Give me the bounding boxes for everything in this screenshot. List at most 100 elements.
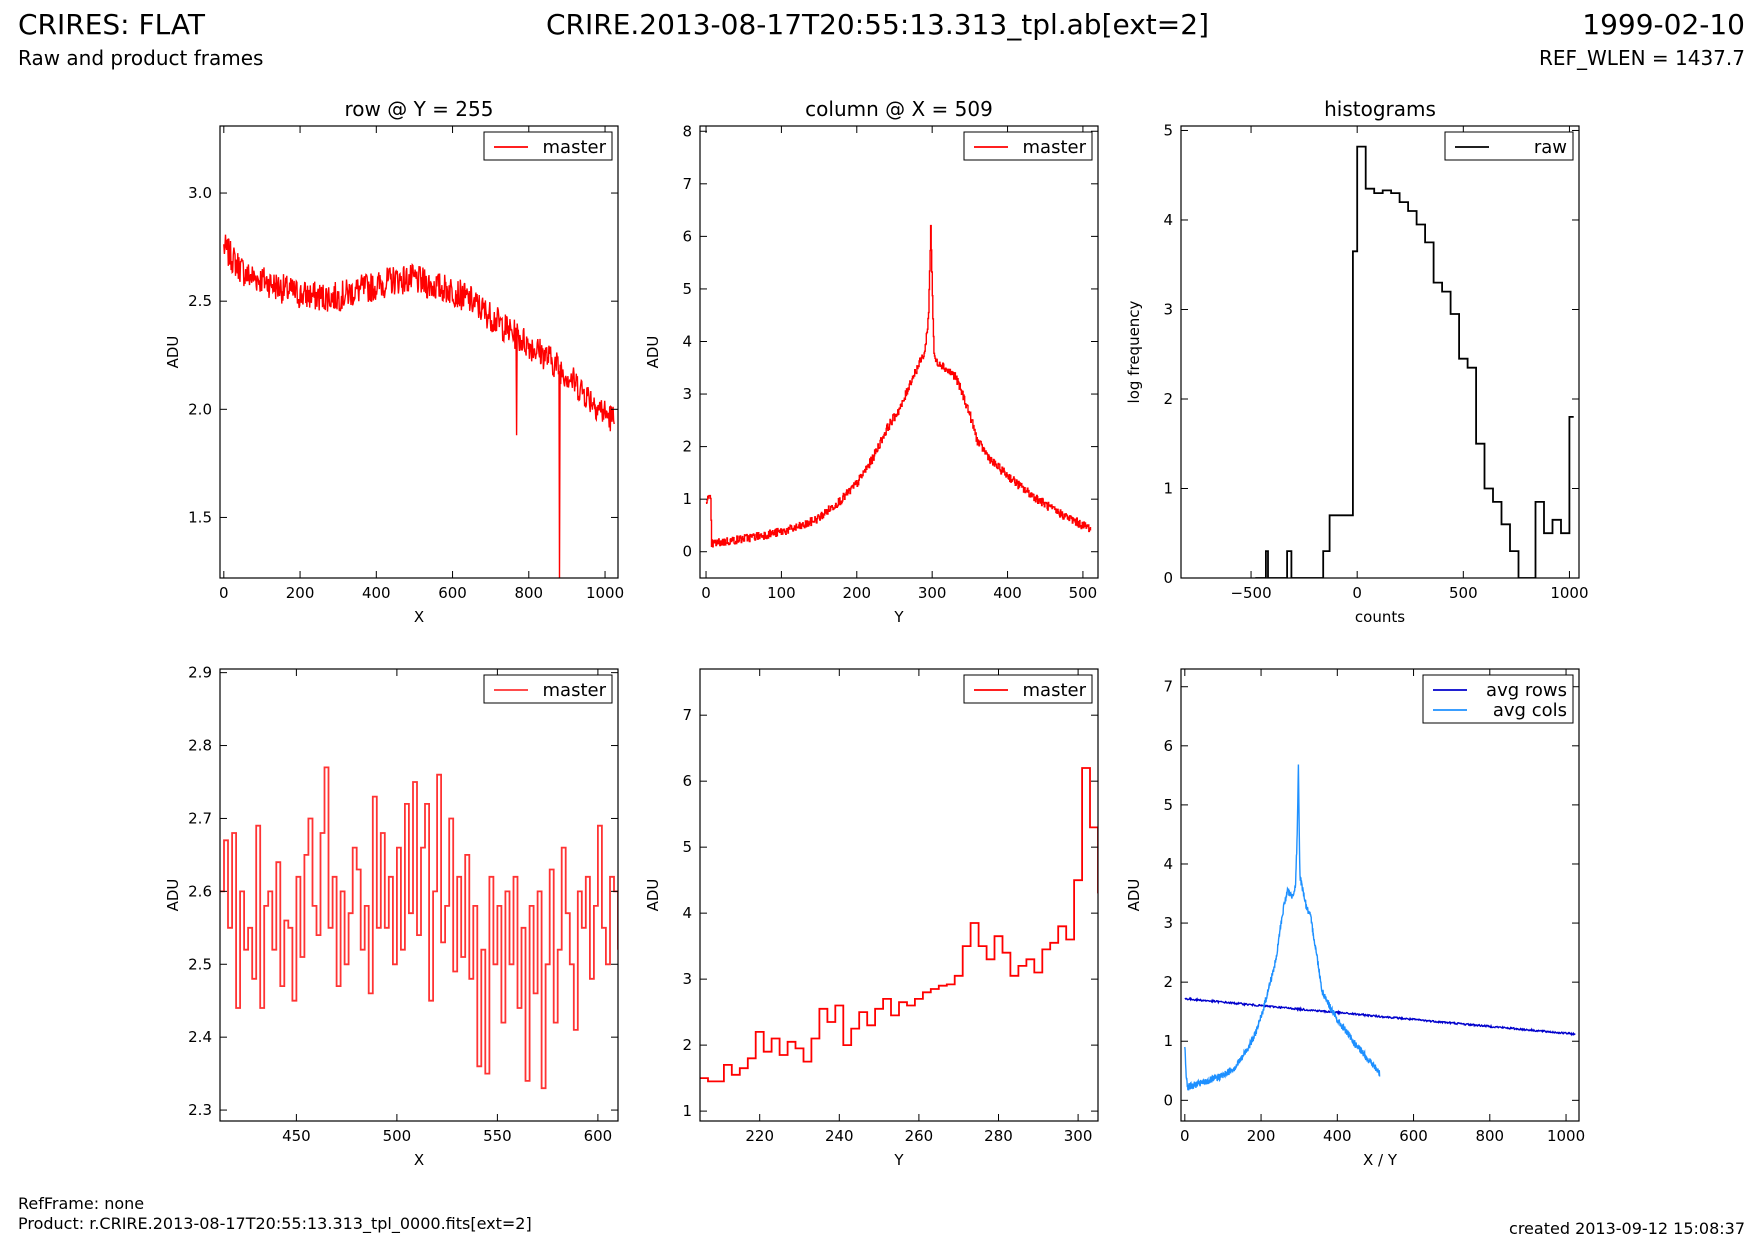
- plot-frame: [219, 125, 619, 579]
- y-tick-label: 6: [1163, 737, 1173, 755]
- legend: master: [963, 131, 1093, 161]
- y-tick-label: 3.0: [188, 184, 212, 202]
- y-axis-label: ADU: [644, 879, 662, 912]
- x-tick-label: 800: [514, 584, 543, 602]
- y-tick-label: 5: [1163, 121, 1173, 139]
- x-axis-label: Y: [893, 608, 904, 626]
- x-tick-label: 500: [1449, 584, 1478, 602]
- file-title: CRIRE.2013-08-17T20:55:13.313_tpl.ab[ext…: [545, 8, 1209, 41]
- y-tick-label: 2.6: [188, 882, 212, 900]
- y-tick-label: 5: [682, 280, 692, 298]
- y-tick-label: 1: [1163, 1032, 1173, 1050]
- chart-panel-6: 0 200 400 600 800 1000 0 1 2 3 4 5 6 7 X / Y ADU avg row…: [1125, 668, 1585, 1169]
- y-tick-label: 2.5: [188, 292, 212, 310]
- date-label: 1999-02-10: [1582, 8, 1745, 41]
- y-tick-label: 2: [682, 438, 692, 456]
- chart-panel-2: 0 100 200 300 400 500 0 1 2 3 4 5 6 7 8 column @ X = 50…: [644, 97, 1099, 626]
- x-tick-label: 400: [993, 584, 1022, 602]
- x-tick-label: 240: [825, 1127, 854, 1145]
- series-line-2: [1184, 764, 1381, 1091]
- chart-panel-4: 450 500 550 600 2.3 2.4 2.5 2.6 2.7 2.8 2.9 X ADU mas…: [164, 664, 619, 1169]
- created-label: created 2013-09-12 15:08:37: [1509, 1219, 1745, 1238]
- y-axis-label: ADU: [164, 879, 182, 912]
- legend-box: [483, 674, 613, 704]
- y-tick-label: 6: [682, 772, 692, 790]
- legend-label: master: [1023, 680, 1087, 701]
- plot-frame: [1180, 668, 1580, 1122]
- x-tick-label: 0: [701, 584, 711, 602]
- x-axis-label: X: [414, 1151, 424, 1169]
- y-tick-label: 2: [1163, 973, 1173, 991]
- chart-title: row @ Y = 255: [345, 97, 494, 121]
- plot-frame: [219, 668, 619, 1122]
- series-line-1: [1255, 145, 1574, 578]
- legend: master: [483, 131, 613, 161]
- x-axis-label: Y: [893, 1151, 904, 1169]
- chart-panel-5: 220 240 260 280 300 1 2 3 4 5 6 7 Y ADU master: [644, 668, 1099, 1169]
- x-tick-label: 100: [767, 584, 796, 602]
- y-tick-label: 4: [1163, 211, 1173, 229]
- legend-box: [1444, 131, 1574, 161]
- x-tick-label: 500: [383, 1127, 412, 1145]
- legend-label: raw: [1534, 137, 1567, 158]
- chart-title: column @ X = 509: [805, 97, 993, 121]
- y-tick-label: 0: [682, 543, 692, 561]
- y-tick-label: 7: [682, 175, 692, 193]
- x-tick-label: −500: [1230, 584, 1271, 602]
- y-axis-label: log frequency: [1125, 300, 1143, 403]
- y-tick-label: 4: [682, 332, 692, 350]
- y-tick-label: 2.9: [188, 664, 212, 682]
- plot-frame: [699, 125, 1099, 579]
- x-tick-label: 400: [362, 584, 391, 602]
- legend: master: [963, 674, 1093, 704]
- x-tick-label: 200: [1247, 1127, 1276, 1145]
- y-tick-label: 2.8: [188, 737, 212, 755]
- plot-frame: [1180, 125, 1580, 579]
- x-tick-label: 500: [1069, 584, 1098, 602]
- x-tick-label: 800: [1475, 1127, 1504, 1145]
- legend-label: master: [543, 137, 607, 158]
- y-tick-label: 7: [1163, 678, 1173, 696]
- y-axis-label: ADU: [164, 336, 182, 369]
- series-line-1: [1184, 996, 1576, 1037]
- x-tick-label: 0: [219, 584, 229, 602]
- y-tick-label: 4: [1163, 855, 1173, 873]
- y-tick-label: 2.7: [188, 809, 212, 827]
- legend-label: avg rows: [1486, 680, 1567, 701]
- series-line-1: [705, 224, 1092, 548]
- y-tick-label: 5: [682, 838, 692, 856]
- x-tick-label: 600: [584, 1127, 613, 1145]
- chart-panel-1: 0 200 400 600 800 1000 1.5 2.0 2.5 3.0 row @ Y = 2…: [164, 97, 624, 626]
- x-tick-label: 600: [1399, 1127, 1428, 1145]
- x-axis-label: X / Y: [1363, 1151, 1398, 1169]
- y-tick-label: 2: [682, 1036, 692, 1054]
- series-line-1: [700, 767, 1098, 1083]
- y-tick-label: 6: [682, 227, 692, 245]
- series-line-1: [223, 234, 615, 578]
- chart-title: histograms: [1324, 97, 1436, 121]
- chart-panel-3: −500 0 500 1000 0 1 2 3 4 5 histograms counts log fr…: [1125, 97, 1589, 626]
- x-tick-label: 1000: [586, 584, 624, 602]
- y-tick-label: 3: [682, 970, 692, 988]
- y-tick-label: 1: [1163, 479, 1173, 497]
- y-tick-label: 2.3: [188, 1101, 212, 1119]
- page-subtitle: Raw and product frames: [18, 46, 264, 70]
- x-tick-label: 200: [286, 584, 315, 602]
- y-tick-label: 3: [682, 385, 692, 403]
- legend: master: [483, 674, 613, 704]
- product-label: Product: r.CRIRE.2013-08-17T20:55:13.313…: [18, 1214, 532, 1233]
- y-tick-label: 2: [1163, 390, 1173, 408]
- x-tick-label: 0: [1352, 584, 1362, 602]
- y-tick-label: 0: [1163, 569, 1173, 587]
- y-tick-label: 8: [682, 122, 692, 140]
- x-tick-label: 220: [745, 1127, 774, 1145]
- y-tick-label: 0: [1163, 1091, 1173, 1109]
- y-tick-label: 7: [682, 706, 692, 724]
- x-tick-label: 600: [438, 584, 467, 602]
- x-tick-label: 400: [1323, 1127, 1352, 1145]
- x-tick-label: 200: [842, 584, 871, 602]
- x-tick-label: 550: [483, 1127, 512, 1145]
- y-tick-label: 2.0: [188, 400, 212, 418]
- x-tick-label: 300: [1064, 1127, 1093, 1145]
